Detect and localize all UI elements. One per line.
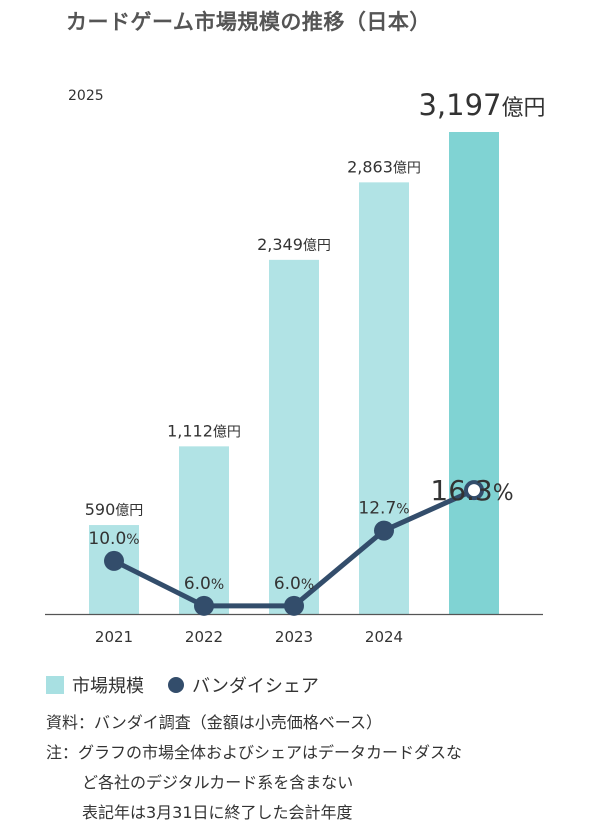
x-tick-label-2021: 2021 (95, 628, 133, 646)
note-line-3: 表記年は3月31日に終了した会計年度 (82, 803, 353, 822)
note-line-2: ど各社のデジタルカード系を含まない (82, 773, 354, 792)
share-point-3 (284, 595, 304, 616)
bar-4 (359, 182, 409, 614)
share-label-3: 6.0% (274, 574, 314, 594)
share-label-4: 12.7% (358, 499, 409, 519)
bar-value-label-3: 2,349億円 (257, 235, 331, 254)
legend-line-swatch (168, 677, 184, 693)
share-label-2: 6.0% (184, 574, 224, 594)
notes: 資料：バンダイ調査（金額は小売価格ベース） 注：グラフの市場全体およびシェアはデ… (46, 708, 462, 828)
bar-value-label-2: 1,112億円 (167, 421, 241, 440)
x-tick-label-2022: 2022 (185, 628, 223, 646)
legend-line-label: バンダイシェア (192, 676, 319, 697)
bar-value-label-4: 2,863億円 (347, 157, 421, 176)
bar-2 (179, 446, 229, 614)
x-tick-label-2024: 2024 (365, 628, 403, 646)
x-tick-label-2023: 2023 (275, 628, 313, 646)
note-line-1: 注：グラフの市場全体およびシェアはデータカードダスな (46, 743, 463, 762)
share-point-4 (374, 520, 394, 541)
share-point-2 (194, 595, 214, 616)
bar-value-label-5: 3,197億円 (418, 88, 545, 122)
legend-bar-swatch (46, 676, 64, 694)
legend-bar-label: 市場規模 (72, 676, 144, 697)
source-note: 資料：バンダイ調査（金額は小売価格ベース） (46, 713, 383, 732)
share-label-1: 10.0% (88, 529, 139, 549)
share-point-1 (104, 550, 124, 571)
share-label-5: 16.3% (430, 474, 513, 507)
chart-area: 590億円 1,112億円 2,349億円 2,863億円 3,197億円 2021 20… (45, 88, 546, 646)
bar-3 (269, 259, 319, 614)
chart-title: カードゲーム市場規模の推移（日本） (66, 10, 431, 34)
legend: 市場規模 バンダイシェア (46, 672, 319, 698)
share-point-5 (464, 480, 484, 501)
bar-value-label-1: 590億円 (85, 500, 144, 519)
corner-year-label: 2025 (68, 88, 104, 104)
bar-5 (449, 132, 499, 614)
